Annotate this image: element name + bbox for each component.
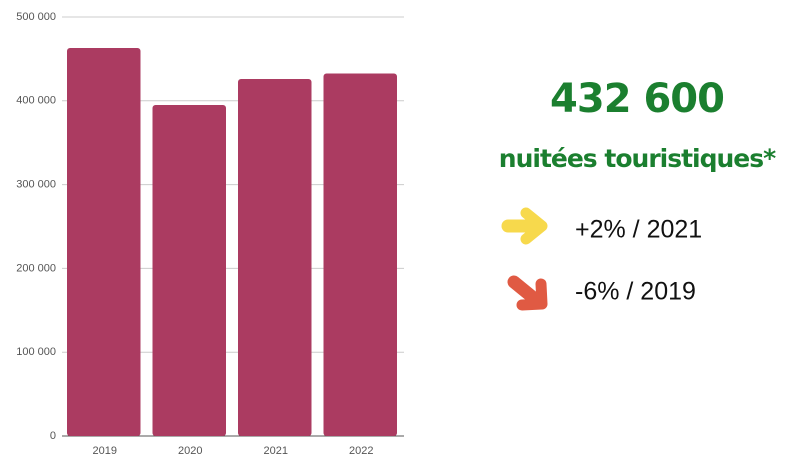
headline: 432 600 bbox=[550, 76, 724, 122]
y-tick-label: 200 000 bbox=[16, 262, 56, 274]
y-tick-label: 0 bbox=[50, 430, 56, 442]
bar bbox=[152, 104, 226, 437]
arrow-up bbox=[501, 207, 548, 245]
bar bbox=[323, 73, 397, 436]
y-tick-label: 400 000 bbox=[16, 95, 56, 107]
stat-2019: -6% / 2019 bbox=[575, 278, 696, 306]
x-tick-label: 2022 bbox=[349, 445, 373, 457]
y-tick-label: 500 000 bbox=[16, 11, 56, 23]
stat-2021: +2% / 2021 bbox=[575, 216, 702, 244]
y-tick-label: 100 000 bbox=[16, 346, 56, 358]
x-tick-label: 2019 bbox=[93, 445, 117, 457]
x-tick-label: 2021 bbox=[264, 445, 288, 457]
x-tick-label: 2020 bbox=[178, 445, 202, 457]
bar bbox=[238, 79, 312, 437]
y-tick-label: 300 000 bbox=[16, 179, 56, 191]
subtitle: nuitées touristiques* bbox=[499, 144, 776, 173]
arrow-down bbox=[507, 275, 548, 311]
bar bbox=[67, 48, 141, 436]
